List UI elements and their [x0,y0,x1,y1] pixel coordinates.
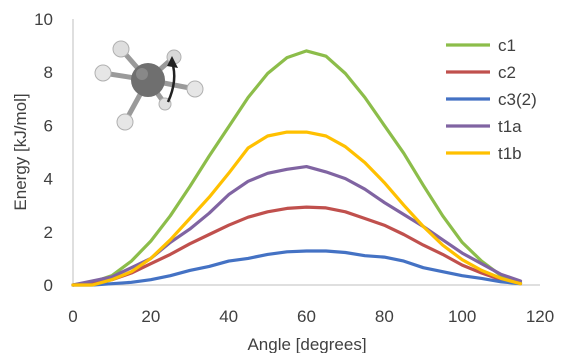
x-tick-label: 100 [448,307,476,326]
y-tick-label: 10 [34,10,53,29]
x-tick-label: 120 [526,307,554,326]
legend-label: c2 [498,63,516,82]
series-line-c2 [71,205,523,287]
x-tick-label: 40 [219,307,238,326]
chart-tick-labels: 0 20 40 60 80 100 120 0 2 4 6 8 10 [34,10,554,326]
x-tick-label: 20 [141,307,160,326]
x-tick-label: 60 [297,307,316,326]
y-tick-label: 2 [44,223,53,242]
y-tick-label: 0 [44,276,53,295]
y-tick-label: 8 [44,63,53,82]
legend-label: t1a [498,117,522,136]
series-line-c1 [71,49,523,287]
x-axis-title: Angle [degrees] [247,335,366,353]
ethane-rotation-molecule-icon [94,40,204,131]
legend-label: t1b [498,144,522,163]
y-tick-label: 4 [44,170,53,189]
chart-legend: c1 c2 c3(2) t1a t1b [446,36,537,163]
series-line-t1b [71,130,523,287]
y-axis-title: Energy [kJ/mol] [11,93,30,210]
x-tick-label: 80 [375,307,394,326]
chart-axes [72,19,540,286]
legend-label: c3(2) [498,90,537,109]
legend-label: c1 [498,36,516,55]
series-line-c32 [71,249,523,287]
y-tick-label: 6 [44,116,53,135]
x-tick-label: 0 [68,307,77,326]
chart-series [71,49,523,287]
